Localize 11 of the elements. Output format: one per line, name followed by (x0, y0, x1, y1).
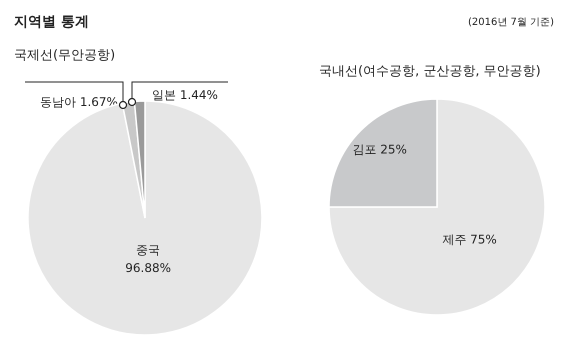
chart-title: 국내선(여수공항, 군산공항, 무안공항) (319, 63, 541, 80)
pie-slice (329, 99, 545, 315)
slice-label: 동남아 1.67% (40, 94, 118, 111)
text: (2016년 7월 기준) (468, 16, 554, 29)
chart-title: 지역별 통계 (14, 13, 89, 31)
slice-label: 제주 75% (442, 232, 497, 247)
chart-subtitle: 국제선(무안공항) (14, 47, 116, 64)
data-label: 96.88% (125, 260, 172, 275)
slice-label: 김포 25% (352, 142, 407, 157)
slice-label: 일본 1.44% (152, 87, 218, 104)
slice-label: 중국 (136, 242, 160, 257)
